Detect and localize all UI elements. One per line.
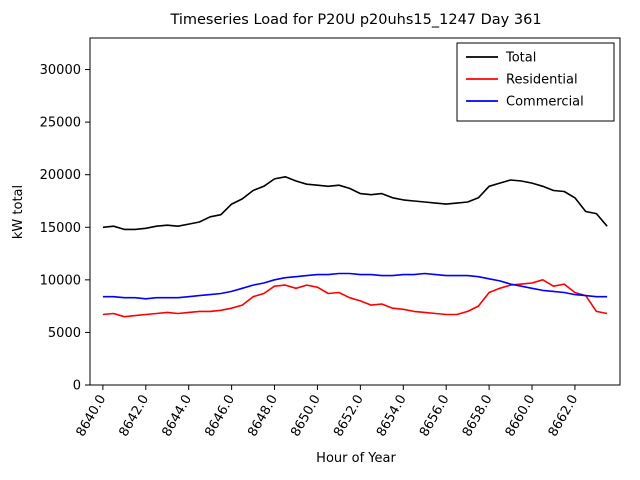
x-tick-label: 8660.0: [503, 393, 539, 440]
x-tick-label: 8656.0: [417, 393, 453, 440]
y-tick-label: 15000: [40, 221, 81, 236]
y-tick-label: 25000: [40, 116, 81, 131]
y-tick-label: 10000: [40, 273, 81, 288]
x-tick-label: 8640.0: [74, 393, 110, 440]
series-line-residential: [102, 278, 608, 318]
x-tick-label: 8642.0: [117, 393, 153, 440]
legend-box: [456, 42, 615, 122]
x-tick-label: 8662.0: [546, 393, 582, 440]
legend-label-residential: Residential: [506, 73, 578, 88]
x-tick-label: 8646.0: [202, 393, 238, 440]
y-tick-label: 0: [73, 379, 81, 394]
x-tick-label: 8652.0: [331, 393, 367, 440]
legend-label-total: Total: [505, 51, 536, 66]
legend-label-commercial: Commercial: [506, 95, 584, 110]
chart-title: Timeseries Load for P20U p20uhs15_1247 D…: [169, 12, 541, 28]
series-line-total: [102, 176, 608, 231]
plot-border: [89, 37, 621, 386]
x-tick-label: 8644.0: [159, 393, 195, 440]
y-tick-label: 5000: [48, 326, 81, 341]
x-tick-label: 8648.0: [245, 393, 281, 440]
y-tick-label: 20000: [40, 168, 81, 183]
y-tick-label: 30000: [40, 63, 81, 78]
y-axis-label: kW total: [11, 185, 26, 239]
x-tick-label: 8654.0: [374, 393, 410, 440]
plot-area: 0 5000 10000 15000 20000 25000 30000 8640.0 8642…: [40, 37, 621, 440]
series-line-commercial: [102, 272, 608, 300]
legend: Total Residential Commercial: [456, 42, 615, 122]
x-tick-label: 8650.0: [288, 393, 324, 440]
x-axis-label: Hour of Year: [316, 451, 396, 466]
x-tick-label: 8658.0: [460, 393, 496, 440]
